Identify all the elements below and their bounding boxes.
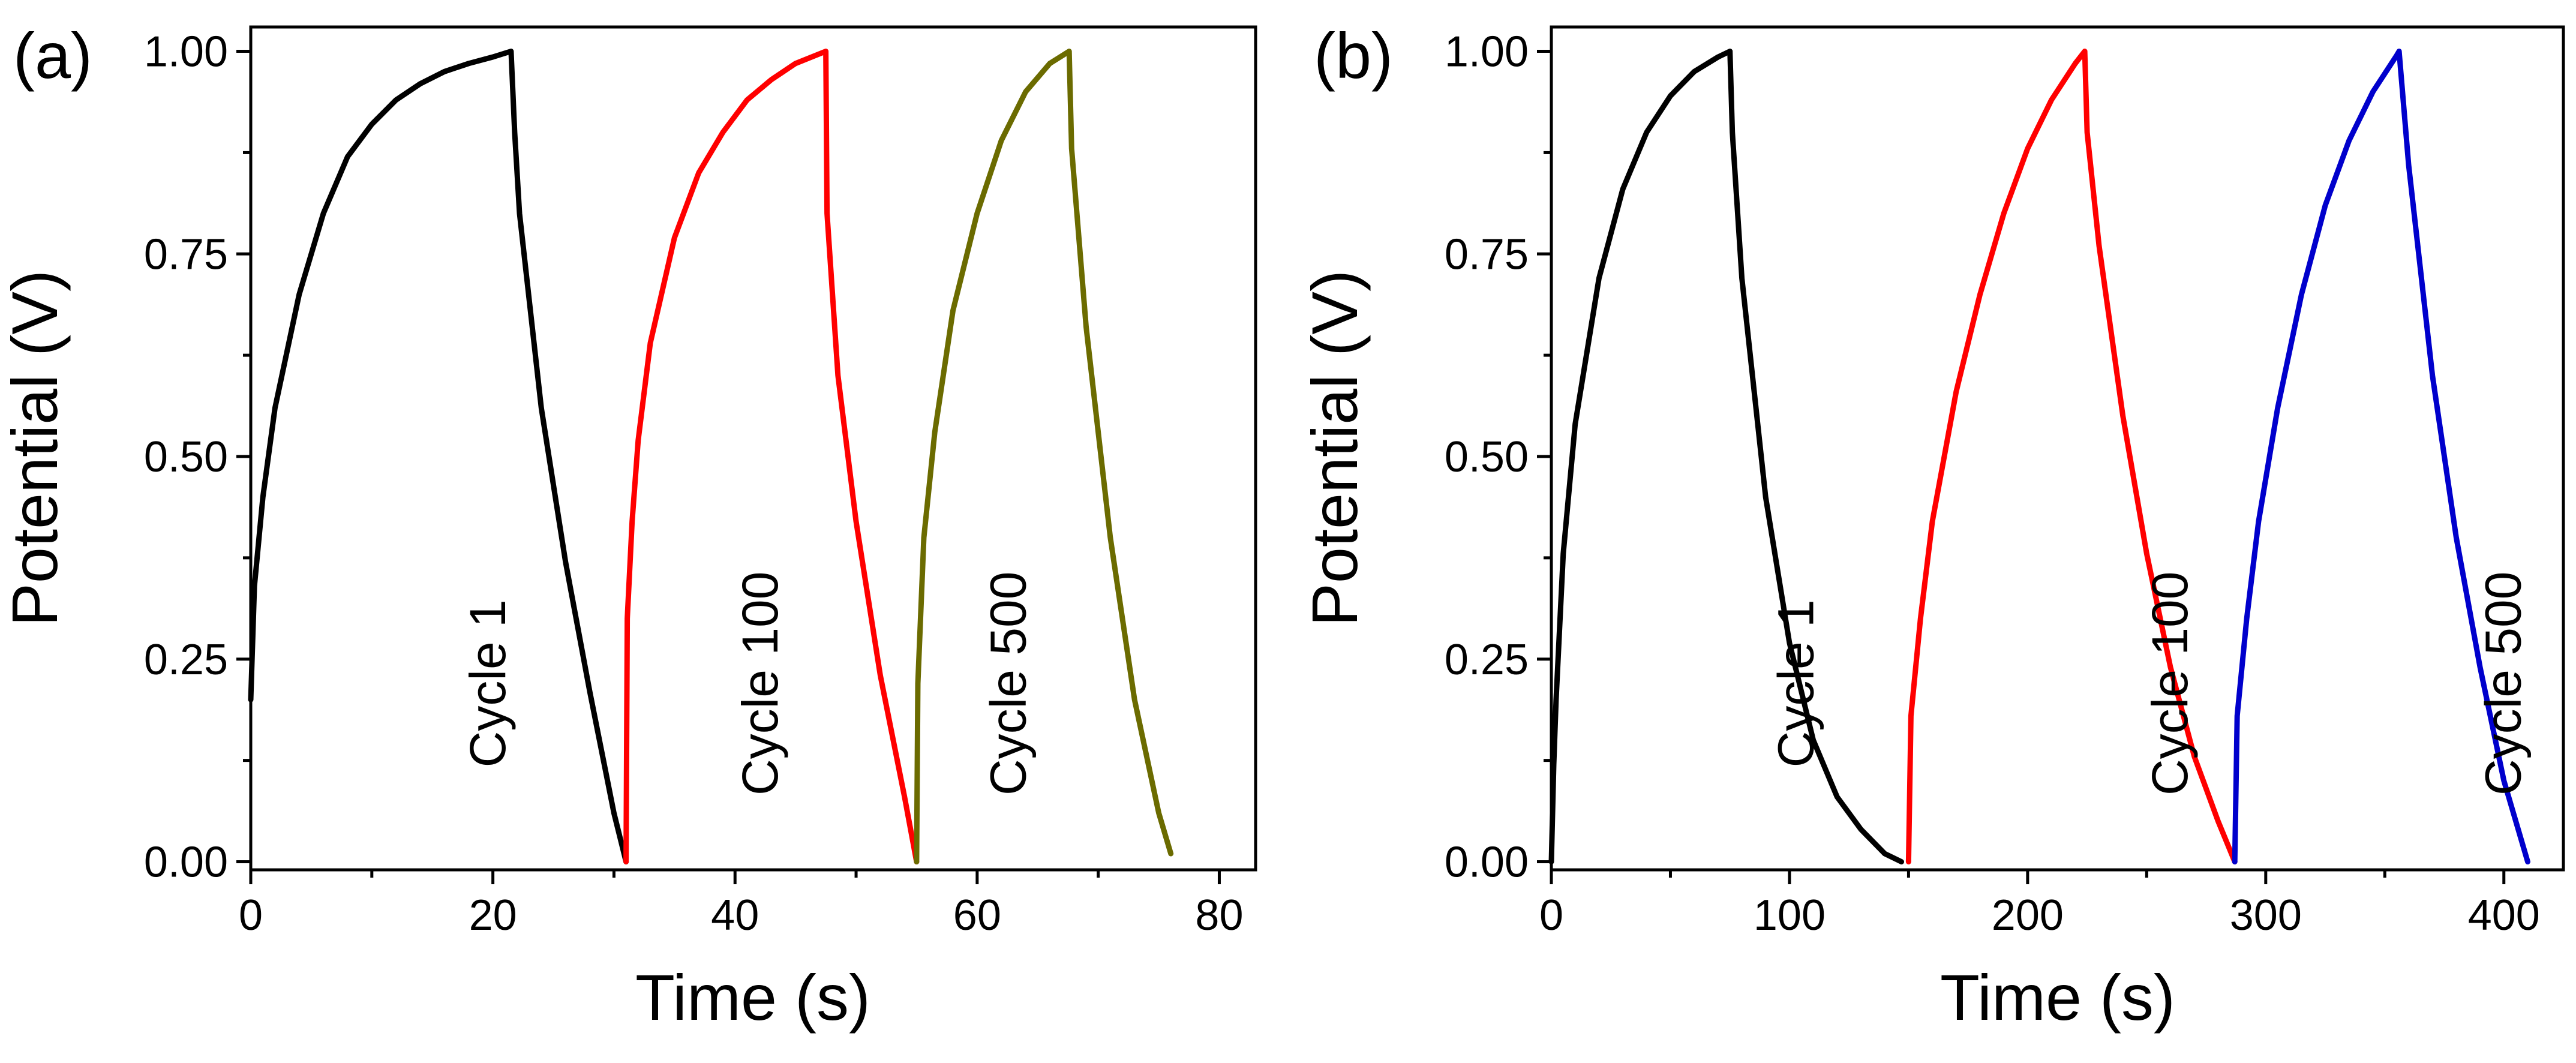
panel-b: 0 100 200 300 400 0.00 0.25 0.50 0.75 1.00 Time (s… xyxy=(1298,19,2565,1034)
y-tick-label: 0.50 xyxy=(1445,433,1529,481)
panel-label: (a) xyxy=(13,19,92,92)
x-tick-label: 300 xyxy=(2230,891,2302,939)
y-tick-label: 0.25 xyxy=(1445,636,1529,684)
y-axis-title: Potential (V) xyxy=(0,270,71,626)
x-tick-label: 0 xyxy=(1539,891,1563,939)
series-line-cycle-500 xyxy=(2232,49,2530,864)
x-tick-label: 60 xyxy=(953,891,1001,939)
series-line-cycle-1 xyxy=(248,49,629,864)
y-tick-label: 0.75 xyxy=(1445,230,1529,278)
panel-label: (b) xyxy=(1314,19,1393,92)
plot-frame xyxy=(1550,25,2565,872)
y-tick-label: 0.00 xyxy=(144,838,228,886)
y-tick-label: 0.00 xyxy=(1445,838,1529,886)
series-label: Cycle 100 xyxy=(732,572,788,796)
series-label: Cycle 500 xyxy=(980,572,1037,796)
y-tick-label: 1.00 xyxy=(144,28,228,76)
x-axis-title: Time (s) xyxy=(635,961,870,1034)
y-tick-label: 0.50 xyxy=(144,433,228,481)
series-label: Cycle 1 xyxy=(1768,599,1824,767)
series-line-cycle-100 xyxy=(623,49,920,864)
panel-a: 0 20 40 60 80 0.00 0.25 0.50 0.75 1.00 Time (s) Pot… xyxy=(0,19,1257,1034)
series-line-cycle-1 xyxy=(1548,49,1904,864)
y-tick-label: 0.75 xyxy=(144,230,228,278)
x-tick-label: 0 xyxy=(239,891,263,939)
x-tick-label: 100 xyxy=(1754,891,1826,939)
x-tick-label: 20 xyxy=(469,891,517,939)
y-tick-label: 0.25 xyxy=(144,636,228,684)
series-line-cycle-100 xyxy=(1905,49,2238,864)
series-label: Cycle 1 xyxy=(460,599,516,767)
plot-frame xyxy=(249,25,1257,872)
series-line-cycle-500 xyxy=(914,49,1174,864)
series-label: Cycle 100 xyxy=(2142,572,2198,796)
x-tick-label: 200 xyxy=(1992,891,2064,939)
series-label: Cycle 500 xyxy=(2475,572,2532,796)
x-axis-title: Time (s) xyxy=(1940,961,2175,1034)
x-tick-label: 40 xyxy=(711,891,759,939)
y-tick-label: 1.00 xyxy=(1445,28,1529,76)
x-tick-label: 80 xyxy=(1195,891,1243,939)
x-tick-label: 400 xyxy=(2468,891,2540,939)
y-axis-title: Potential (V) xyxy=(1298,270,1371,626)
